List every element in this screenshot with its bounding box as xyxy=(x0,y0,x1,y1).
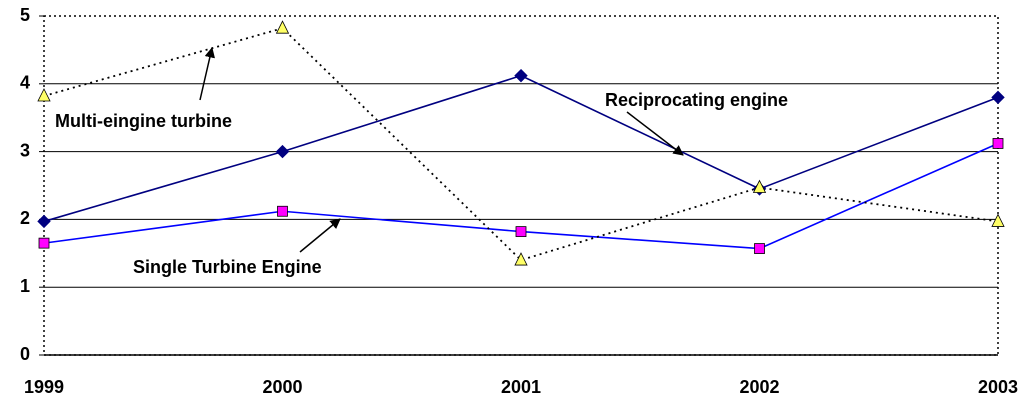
point xyxy=(754,243,765,254)
y-tick-label: 3 xyxy=(20,140,30,160)
annotation: Multi-eingine turbine xyxy=(55,111,232,131)
x-tick-label: 2001 xyxy=(501,377,541,397)
point xyxy=(514,252,528,266)
annotation: Reciprocating engine xyxy=(605,90,788,110)
series-line xyxy=(43,74,999,223)
point xyxy=(37,88,51,102)
annotation: Single Turbine Engine xyxy=(133,257,322,277)
annotation-arrow xyxy=(199,46,215,101)
point xyxy=(991,90,1005,105)
y-tick-label: 1 xyxy=(20,276,30,296)
x-tick-label: 2002 xyxy=(739,377,779,397)
annotation-arrow xyxy=(299,218,341,253)
y-tick-label: 2 xyxy=(20,208,30,228)
point xyxy=(752,179,767,193)
point xyxy=(992,138,1004,149)
point xyxy=(38,237,50,249)
x-tick-label: 2000 xyxy=(262,377,302,397)
annotation-arrow xyxy=(626,111,684,156)
point xyxy=(991,213,1005,227)
y-tick-label: 0 xyxy=(20,344,30,364)
point xyxy=(275,144,290,159)
series-line xyxy=(43,27,999,262)
x-tick-label: 2003 xyxy=(978,377,1018,397)
point xyxy=(37,214,51,229)
y-tick-label: 5 xyxy=(20,5,30,25)
point xyxy=(275,20,290,34)
point xyxy=(515,226,527,238)
point xyxy=(277,205,288,217)
plot-border xyxy=(43,15,999,356)
y-tick-label: 4 xyxy=(20,73,30,93)
x-tick-label: 1999 xyxy=(24,377,64,397)
point xyxy=(514,68,528,83)
